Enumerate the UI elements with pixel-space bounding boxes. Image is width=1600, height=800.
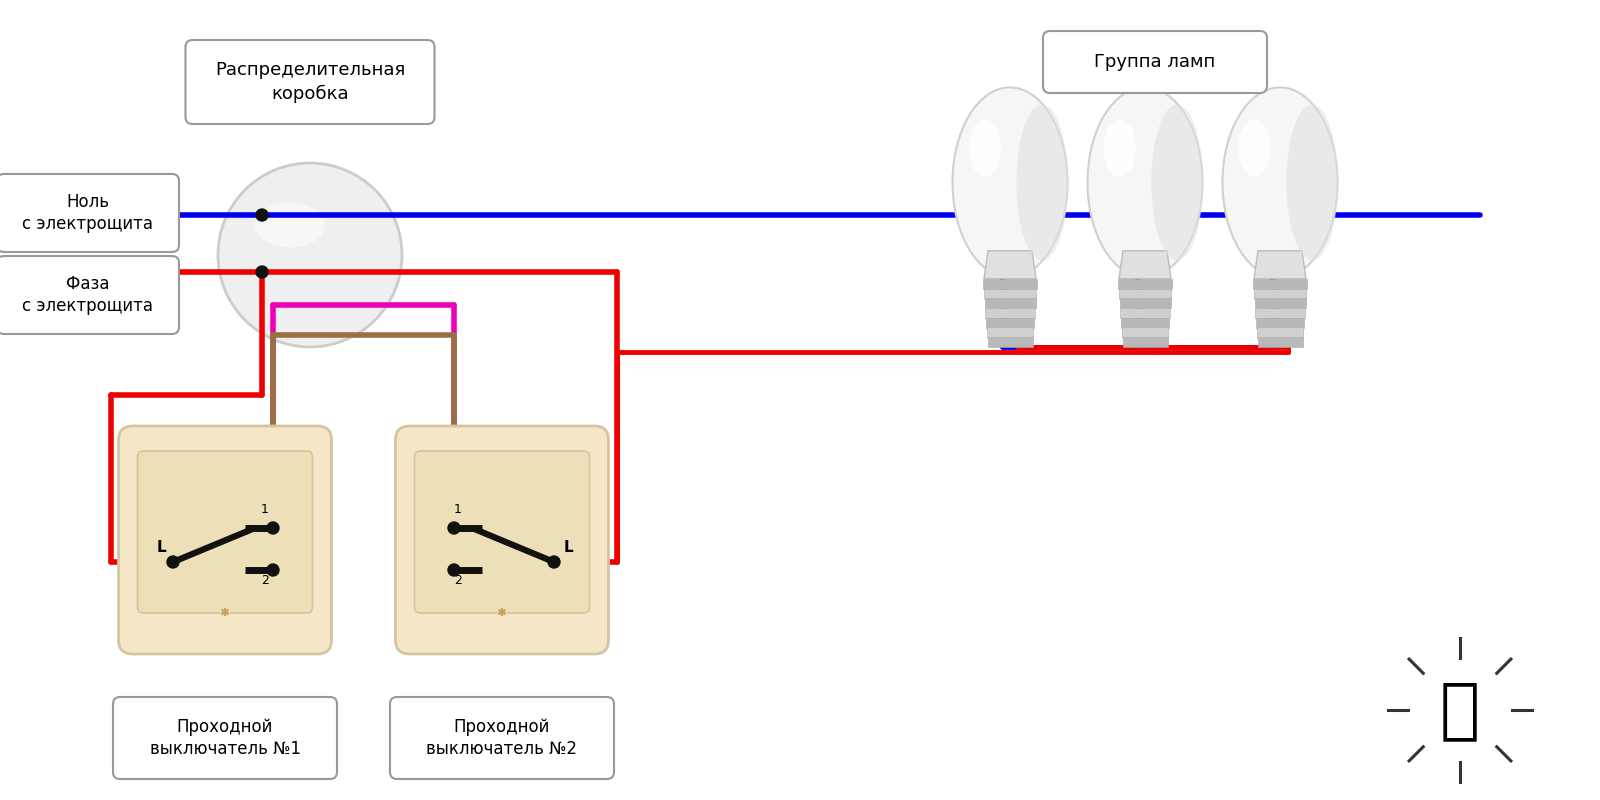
FancyBboxPatch shape	[414, 451, 589, 613]
Ellipse shape	[968, 120, 1002, 177]
FancyBboxPatch shape	[1118, 278, 1171, 289]
Text: Распределительная
коробка: Распределительная коробка	[214, 62, 405, 102]
Ellipse shape	[1152, 105, 1203, 260]
FancyBboxPatch shape	[1120, 298, 1171, 309]
Circle shape	[267, 522, 278, 534]
Polygon shape	[1118, 250, 1171, 278]
Text: 2: 2	[261, 574, 269, 587]
FancyBboxPatch shape	[138, 451, 312, 613]
Ellipse shape	[1222, 87, 1338, 278]
FancyBboxPatch shape	[1123, 337, 1168, 347]
FancyBboxPatch shape	[1254, 298, 1306, 309]
Circle shape	[218, 163, 402, 347]
FancyBboxPatch shape	[1258, 337, 1302, 347]
FancyBboxPatch shape	[1256, 308, 1304, 318]
FancyBboxPatch shape	[395, 426, 608, 654]
FancyBboxPatch shape	[1122, 318, 1170, 328]
FancyBboxPatch shape	[1118, 289, 1171, 298]
Text: L: L	[157, 541, 166, 555]
FancyBboxPatch shape	[0, 256, 179, 334]
Ellipse shape	[952, 87, 1067, 278]
FancyBboxPatch shape	[987, 327, 1034, 338]
FancyBboxPatch shape	[1043, 31, 1267, 93]
FancyBboxPatch shape	[1120, 308, 1170, 318]
FancyBboxPatch shape	[987, 337, 1032, 347]
Circle shape	[269, 566, 277, 574]
Circle shape	[256, 209, 269, 221]
FancyBboxPatch shape	[1253, 278, 1307, 289]
FancyBboxPatch shape	[986, 308, 1035, 318]
Circle shape	[269, 524, 277, 532]
FancyBboxPatch shape	[1254, 289, 1306, 298]
Text: 1: 1	[454, 503, 462, 516]
Circle shape	[450, 524, 458, 532]
Circle shape	[448, 522, 461, 534]
Text: 2: 2	[454, 574, 462, 587]
Text: Проходной
выключатель №2: Проходной выключатель №2	[427, 718, 578, 758]
FancyBboxPatch shape	[986, 318, 1034, 328]
Circle shape	[256, 266, 269, 278]
Text: Проходной
выключатель №1: Проходной выключатель №1	[149, 718, 301, 758]
Ellipse shape	[1286, 105, 1338, 260]
Ellipse shape	[1104, 120, 1136, 177]
FancyBboxPatch shape	[0, 174, 179, 252]
FancyBboxPatch shape	[186, 40, 435, 124]
Text: Группа ламп: Группа ламп	[1094, 53, 1216, 71]
Ellipse shape	[1016, 105, 1069, 260]
Circle shape	[448, 564, 461, 576]
Ellipse shape	[254, 202, 325, 247]
Polygon shape	[984, 250, 1037, 278]
Text: Фаза
с электрощита: Фаза с электрощита	[22, 274, 154, 315]
FancyBboxPatch shape	[118, 426, 331, 654]
FancyBboxPatch shape	[114, 697, 338, 779]
FancyBboxPatch shape	[1122, 327, 1168, 338]
Circle shape	[549, 557, 558, 567]
FancyBboxPatch shape	[1256, 318, 1304, 328]
Text: 🤞: 🤞	[1440, 677, 1480, 743]
Circle shape	[450, 566, 458, 574]
FancyBboxPatch shape	[1256, 327, 1304, 338]
FancyBboxPatch shape	[984, 289, 1037, 298]
Text: 1: 1	[261, 503, 269, 516]
FancyBboxPatch shape	[982, 278, 1037, 289]
Polygon shape	[1254, 250, 1306, 278]
Circle shape	[168, 557, 178, 567]
Ellipse shape	[1238, 120, 1270, 177]
FancyBboxPatch shape	[984, 298, 1035, 309]
Ellipse shape	[1088, 87, 1203, 278]
Circle shape	[166, 556, 179, 568]
Text: Ноль
с электрощита: Ноль с электрощита	[22, 193, 154, 234]
FancyBboxPatch shape	[390, 697, 614, 779]
Circle shape	[547, 556, 560, 568]
Circle shape	[267, 564, 278, 576]
Text: L: L	[563, 541, 574, 555]
